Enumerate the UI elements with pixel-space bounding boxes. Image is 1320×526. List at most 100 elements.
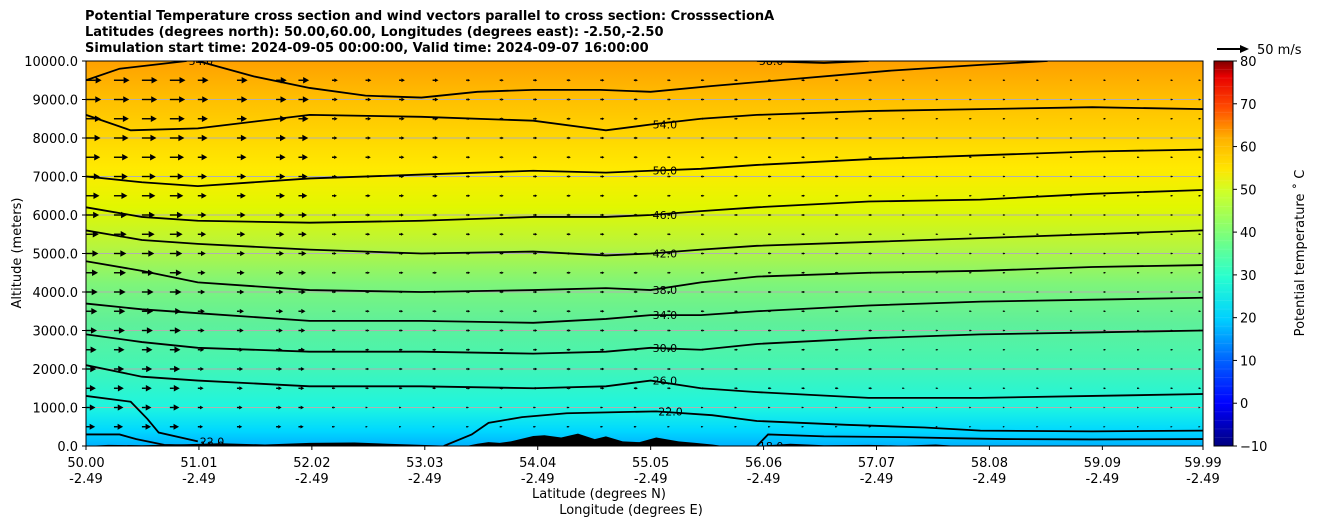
wind-vector-head [970, 291, 972, 293]
wind-vector-head [1070, 79, 1073, 82]
wind-vector-head [91, 307, 98, 315]
wind-vector-head [769, 425, 771, 428]
wind-vector-head [601, 98, 605, 101]
wind-vector-head [1003, 156, 1006, 159]
wind-vector-head [870, 252, 873, 255]
wind-vector-head [1003, 79, 1006, 82]
wind-vector-head [635, 290, 638, 294]
wind-vector-head [301, 250, 307, 257]
wind-vector-head [401, 97, 405, 102]
wind-vector-head [668, 271, 671, 274]
wind-vector-head [1199, 310, 1202, 313]
wind-vector-head [568, 367, 571, 371]
wind-vector-head [1070, 271, 1073, 274]
wind-vector-head [702, 348, 705, 351]
wind-vector-head [467, 232, 471, 236]
wind-vector-head [201, 231, 207, 237]
wind-vector-head [635, 367, 638, 371]
wind-vector-head [1070, 426, 1072, 428]
colorbar-tick-label: 20 [1240, 312, 1257, 327]
wind-vector-head [467, 367, 471, 371]
wind-vector-head [151, 96, 158, 103]
x-tick-label-latitude: 58.08 [971, 456, 1008, 471]
wind-vector-head [433, 426, 435, 428]
wind-vector-head [177, 173, 184, 180]
wind-vector-head [769, 348, 772, 351]
wind-vector-head [802, 213, 806, 217]
wind-vector-head [334, 174, 338, 179]
wind-vector-head [367, 78, 372, 83]
wind-vector-head [501, 175, 504, 178]
wind-vector-head [240, 173, 247, 180]
wind-vector-head [870, 329, 873, 332]
wind-vector-head [668, 290, 671, 294]
wind-vector-head [151, 76, 158, 84]
wind-vector-head [333, 367, 336, 371]
wind-vector-head [1104, 117, 1106, 120]
wind-vector-head [802, 98, 806, 101]
wind-vector-head [702, 136, 705, 140]
wind-vector-head [970, 194, 972, 197]
x-tick-label-latitude: 52.02 [293, 456, 330, 471]
wind-vector-head [702, 233, 705, 236]
wind-vector-head [1171, 291, 1174, 293]
wind-vector-head [434, 213, 438, 217]
wind-vector-head [501, 155, 504, 159]
wind-vector-head [1199, 271, 1202, 274]
wind-vector-head [119, 307, 126, 315]
wind-vector-head [280, 96, 287, 103]
x-tick-label-longitude: -2.49 [1186, 472, 1220, 487]
contour-line [86, 61, 187, 82]
wind-vector-head [89, 384, 96, 392]
wind-vector-head [1104, 156, 1106, 159]
wind-vector-head [601, 290, 605, 294]
wind-vector-head [501, 78, 504, 82]
wind-vector-head [1003, 291, 1006, 293]
wind-vector-head [467, 290, 471, 294]
wind-vector-head [903, 117, 905, 120]
wind-vector-head [802, 252, 806, 255]
wind-vector-head [176, 250, 183, 257]
wind-vector-head [870, 175, 873, 178]
wind-vector-head [117, 404, 124, 411]
wind-vector-head [173, 404, 180, 411]
wind-vector-head [1070, 233, 1073, 236]
wind-vector-head [568, 98, 571, 101]
terrain [756, 443, 959, 446]
wind-vector-head [1138, 387, 1140, 390]
wind-vector-head [735, 310, 739, 313]
x-axis-label-latitude: Latitude (degrees N) [532, 487, 666, 502]
wind-vector-head [634, 406, 637, 409]
wind-vector-head [936, 348, 939, 351]
wind-vector-head [1070, 387, 1073, 390]
wind-vector-head [1104, 426, 1106, 428]
wind-vector-head [174, 346, 181, 354]
wind-vector-head [601, 348, 605, 352]
wind-vector-head [769, 117, 772, 120]
wind-vector-head [240, 192, 246, 199]
wind-vector-head [401, 78, 405, 83]
wind-vector-head [367, 155, 371, 159]
wind-vector-head [175, 288, 182, 296]
wind-vector-head [701, 406, 704, 409]
wind-vector-head [1138, 117, 1140, 120]
wind-vector-head [534, 348, 538, 352]
wind-vector-head [1003, 387, 1006, 390]
wind-vector-head [702, 98, 705, 101]
wind-vector-head [534, 213, 538, 217]
wind-vector-head [400, 309, 404, 313]
wind-vector-head [903, 194, 905, 197]
wind-vector-head [870, 98, 873, 101]
wind-vector-head [567, 425, 570, 428]
wind-vector-head [836, 136, 839, 140]
wind-vector-head [1137, 406, 1140, 409]
colorbar-gradient [1214, 61, 1233, 446]
wind-vector-head [241, 76, 248, 84]
wind-vector-head [200, 366, 204, 372]
wind-vector-head [367, 329, 370, 332]
x-tick-label-longitude: -2.49 [182, 472, 216, 487]
wind-vector-head [278, 308, 284, 314]
wind-vector-head [467, 78, 471, 82]
wind-vector-head [1037, 98, 1039, 101]
wind-vector-head [534, 155, 538, 159]
